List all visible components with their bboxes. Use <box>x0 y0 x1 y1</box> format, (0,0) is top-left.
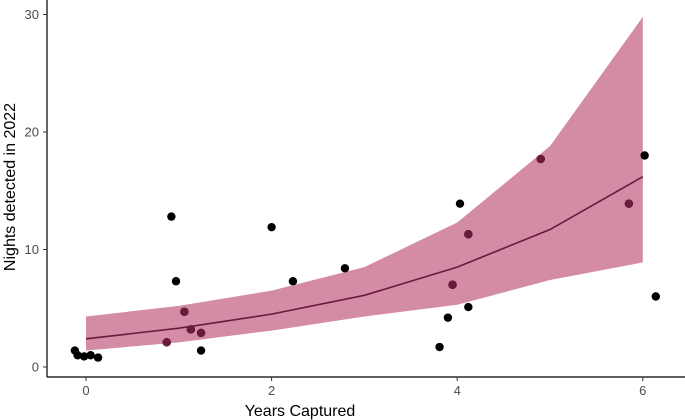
y-tick-label: 30 <box>25 7 39 22</box>
x-tick-label: 0 <box>82 383 89 398</box>
y-tick-label: 20 <box>25 125 39 140</box>
data-points <box>70 151 660 362</box>
data-point <box>196 346 206 355</box>
data-point-overlay <box>536 154 545 164</box>
fit-line-path <box>85 175 644 340</box>
data-point <box>640 151 649 160</box>
y-axis-title: Nights detected in 2022 <box>2 103 19 271</box>
data-point <box>267 222 276 232</box>
data-point <box>288 277 298 286</box>
data-point <box>171 277 181 286</box>
x-tick-label: 4 <box>454 383 461 398</box>
data-point-overlay <box>464 230 473 239</box>
data-point-overlay <box>448 280 457 289</box>
y-tick-label: 0 <box>32 360 39 375</box>
data-point <box>167 212 176 221</box>
data-point <box>435 342 444 352</box>
confidence-ribbon <box>86 16 643 351</box>
data-point <box>443 313 453 322</box>
data-point-overlay <box>624 199 634 208</box>
x-tick-label: 6 <box>639 383 646 398</box>
x-tick-label: 2 <box>268 383 275 398</box>
ribbon-area <box>86 16 643 351</box>
data-point <box>86 351 95 360</box>
y-tick-label: 10 <box>25 242 39 257</box>
data-point <box>93 353 103 362</box>
data-point-overlay <box>186 325 196 334</box>
x-axis-ticks: 0 2 4 6 <box>82 377 646 398</box>
x-axis-title: Years Captured <box>245 403 356 420</box>
y-axis-ticks: 0 10 20 30 <box>25 7 47 375</box>
data-point <box>79 352 89 361</box>
data-point-overlay <box>196 328 206 338</box>
data-point <box>651 292 660 301</box>
data-point-overlay <box>162 338 171 347</box>
data-point <box>464 302 473 312</box>
data-point <box>340 264 350 273</box>
fit-line <box>85 175 644 340</box>
data-point <box>455 199 465 208</box>
data-point <box>73 351 82 360</box>
data-point-overlay <box>180 307 189 316</box>
